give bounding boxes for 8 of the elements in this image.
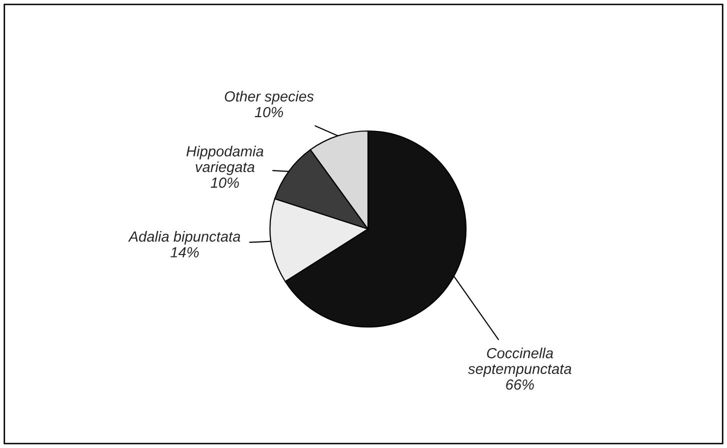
data-label: 10% [210, 178, 239, 188]
data-label: 66% [506, 379, 534, 390]
slice-label: Coccinella septempunctata [468, 348, 572, 377]
data-label: 10% [254, 106, 283, 118]
data-label: 14% [170, 247, 199, 258]
slice-label: Adalia bipunctata [128, 231, 240, 245]
slice-label: Other species [224, 90, 314, 104]
slice-label: Hippodamia variegata [186, 146, 264, 176]
